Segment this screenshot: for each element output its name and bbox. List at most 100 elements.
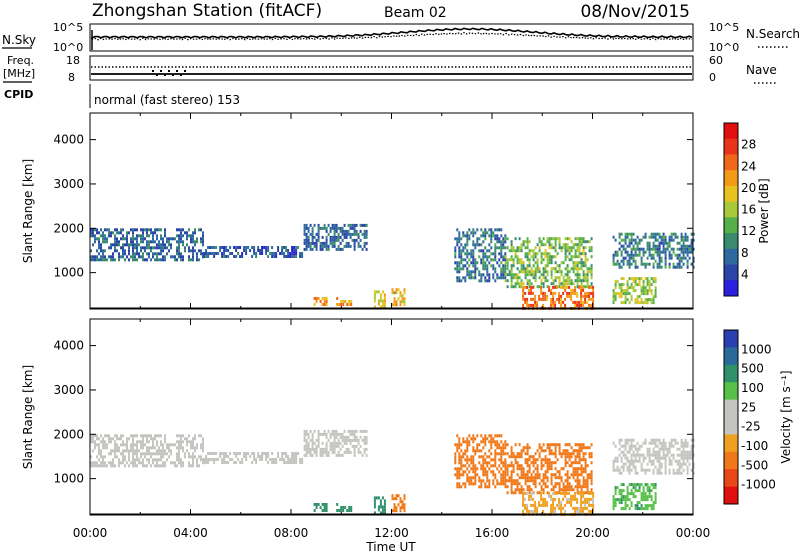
echo-cell <box>646 283 649 287</box>
echo-cell <box>321 247 324 251</box>
echo-cell <box>325 444 328 448</box>
echo-cell <box>403 509 406 513</box>
echo-cell <box>267 455 270 458</box>
echo-cell <box>474 261 477 265</box>
echo-cell <box>462 234 465 238</box>
echo-cell <box>329 447 332 451</box>
echo-cell <box>502 237 505 241</box>
echo-cell <box>592 494 595 498</box>
echo-cell <box>363 223 366 227</box>
echo-cell <box>628 262 631 266</box>
echo-cell <box>560 282 563 286</box>
echo-cell <box>498 464 501 468</box>
echo-cell <box>574 494 577 498</box>
echo-cell <box>464 458 467 462</box>
echo-cell <box>588 267 591 271</box>
echo-cell <box>634 280 637 284</box>
echo-cell <box>156 243 158 247</box>
echo-cell <box>584 285 587 289</box>
echo-cell <box>343 244 346 248</box>
echo-cell <box>289 252 292 255</box>
echo-cell <box>622 498 625 502</box>
echo-cell <box>190 440 192 444</box>
echo-cell <box>395 497 398 501</box>
echo-cell <box>646 301 649 305</box>
echo-cell <box>249 249 252 252</box>
echo-cell <box>454 458 457 462</box>
echo-cell <box>520 249 523 253</box>
echo-cell <box>144 452 146 456</box>
echo-cell <box>630 295 633 299</box>
echo-cell <box>524 479 527 483</box>
echo-cell <box>333 232 336 236</box>
echo-cell <box>646 486 649 490</box>
echo-cell <box>584 276 587 280</box>
echo-cell <box>490 446 493 450</box>
echo-cell <box>538 294 541 298</box>
xaxis-label: Time UT <box>365 540 416 554</box>
echo-cell <box>299 458 302 461</box>
echo-cell <box>235 461 238 464</box>
echo-cell <box>158 458 160 462</box>
echo-cell <box>686 450 689 454</box>
echo-cell <box>325 435 328 439</box>
echo-cell <box>196 240 198 244</box>
echo-cell <box>644 232 647 236</box>
echo-cell <box>550 488 553 492</box>
echo-cell <box>538 270 541 274</box>
echo-cell <box>102 455 104 459</box>
echo-cell <box>399 291 402 295</box>
echo-cell <box>106 464 108 468</box>
echo-cell <box>502 443 505 447</box>
echo-cell <box>291 458 294 461</box>
echo-cell <box>642 486 645 490</box>
echo-cell <box>287 461 290 464</box>
echo-cell <box>293 461 296 464</box>
echo-cell <box>680 250 683 254</box>
echo-cell <box>562 506 565 510</box>
echo-cell <box>329 432 332 436</box>
echo-cell <box>361 438 364 442</box>
echo-cell <box>504 276 507 280</box>
echo-cell <box>540 288 543 292</box>
echo-cell <box>335 429 338 433</box>
echo-cell <box>580 291 583 295</box>
echo-cell <box>176 455 178 459</box>
echo-cell <box>586 291 589 295</box>
echo-cell <box>96 437 98 441</box>
echo-cell <box>648 235 651 239</box>
echo-cell <box>393 506 396 510</box>
echo-cell <box>540 282 543 286</box>
echo-cell <box>618 232 621 236</box>
echo-cell <box>546 491 549 495</box>
echo-cell <box>98 246 100 250</box>
echo-cell <box>456 485 459 489</box>
echo-cell <box>588 473 591 477</box>
echo-cell <box>572 267 575 271</box>
echo-cell <box>516 473 519 477</box>
echo-cell <box>138 252 140 256</box>
echo-cell <box>168 446 170 450</box>
echo-cell <box>472 461 475 465</box>
echo-cell <box>556 276 559 280</box>
echo-cell <box>618 453 621 457</box>
echo-cell <box>542 291 545 295</box>
echo-cell <box>646 450 649 454</box>
echo-cell <box>401 300 404 304</box>
echo-cell <box>273 458 276 461</box>
echo-cell <box>660 235 663 239</box>
echo-cell <box>160 452 162 456</box>
echo-cell <box>205 461 208 464</box>
echo-cell <box>472 261 475 265</box>
echo-cell <box>100 246 102 250</box>
colorbar-swatch <box>724 185 738 203</box>
echo-cell <box>668 235 671 239</box>
echo-cell <box>325 235 328 239</box>
echo-cell <box>534 270 537 274</box>
echo-cell <box>628 462 631 466</box>
echo-cell <box>223 461 226 464</box>
echo-cell <box>293 455 296 458</box>
echo-cell <box>482 252 485 256</box>
echo-cell <box>680 462 683 466</box>
echo-cell <box>526 470 529 474</box>
